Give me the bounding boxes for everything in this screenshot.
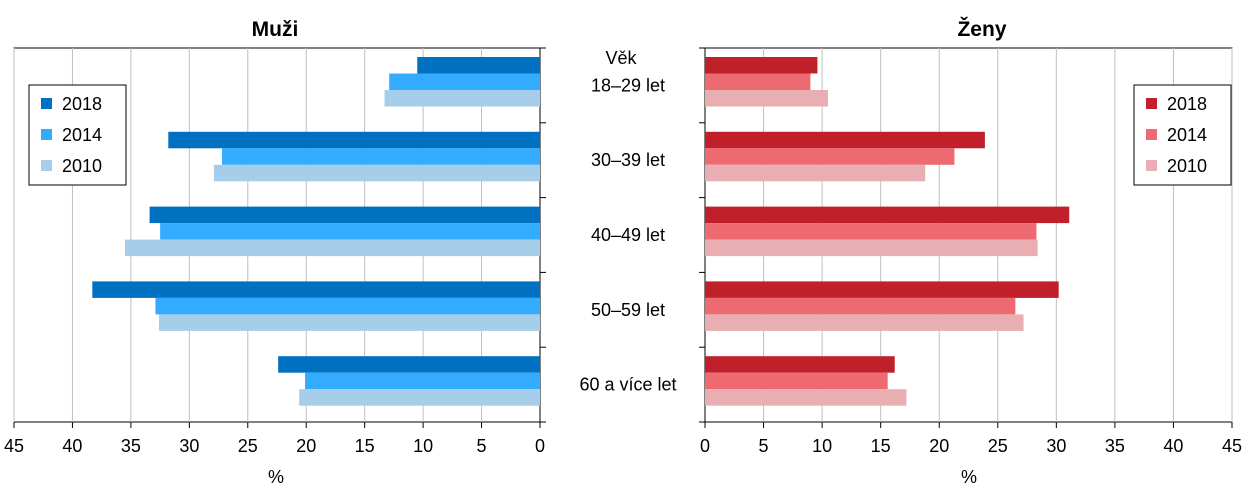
male-bar-2010: [125, 240, 540, 257]
female-bar-2014: [705, 74, 810, 91]
female-x-tick-label: 20: [929, 436, 949, 456]
female-legend: 2018 2014 2010: [1134, 85, 1231, 185]
female-bar-2010: [705, 389, 906, 406]
male-bar-2018: [278, 356, 540, 373]
female-bar-2010: [705, 240, 1038, 257]
female-legend-label-2010: 2010: [1167, 156, 1207, 176]
category-label: 60 a více let: [579, 375, 676, 395]
male-x-tick-label: 5: [477, 436, 487, 456]
male-bar-2010: [385, 90, 540, 107]
male-legend-label-2014: 2014: [62, 125, 102, 145]
male-legend-swatch-2014: [41, 129, 52, 140]
male-bar-2014: [155, 298, 540, 315]
female-bar-2010: [705, 314, 1024, 331]
male-legend-swatch-2010: [41, 160, 52, 171]
male-bar-2014: [389, 74, 540, 91]
female-x-axis-label: %: [961, 467, 977, 483]
male-legend-label-2018: 2018: [62, 94, 102, 114]
male-bar-2010: [299, 389, 540, 406]
female-x-tick-label: 15: [871, 436, 891, 456]
male-x-tick-label: 20: [296, 436, 316, 456]
female-bar-2014: [705, 148, 954, 165]
female-bar-2014: [705, 223, 1036, 240]
female-x-tick-label: 35: [1105, 436, 1125, 456]
male-bar-2010: [159, 314, 540, 331]
male-x-tick-label: 35: [121, 436, 141, 456]
male-bar-2018: [417, 57, 540, 74]
female-bar-2018: [705, 57, 817, 74]
female-x-tick-label: 40: [1163, 436, 1183, 456]
female-legend-swatch-2010: [1146, 160, 1157, 171]
male-x-axis-label: %: [268, 467, 284, 483]
female-bar-2018: [705, 207, 1069, 224]
male-bar-2010: [214, 165, 540, 182]
male-legend-swatch-2018: [41, 98, 52, 109]
male-chart-title: Muži: [252, 18, 299, 41]
category-label: 50–59 let: [591, 300, 665, 320]
male-x-tick-label: 40: [62, 436, 82, 456]
female-x-tick-label: 5: [759, 436, 769, 456]
female-bar-2014: [705, 298, 1015, 315]
male-legend: 2018 2014 2010: [29, 85, 126, 185]
category-label: 18–29 let: [591, 75, 665, 95]
female-bar-2018: [705, 356, 895, 373]
female-bar-2018: [705, 281, 1059, 298]
category-labels: 18–29 let 30–39 let 40–49 let 50–59 let 60 a…: [579, 75, 676, 394]
female-x-tick-label: 0: [700, 436, 710, 456]
male-x-tick-label: 30: [179, 436, 199, 456]
male-bar-2018: [150, 207, 540, 224]
category-label: 30–39 let: [591, 150, 665, 170]
female-legend-label-2018: 2018: [1167, 94, 1207, 114]
female-x-tick-label: 10: [812, 436, 832, 456]
male-x-tick-label: 15: [355, 436, 375, 456]
female-x-tick-label: 25: [988, 436, 1008, 456]
male-x-tick-label: 25: [238, 436, 258, 456]
male-x-tick-label: 0: [535, 436, 545, 456]
female-chart-title: Ženy: [957, 17, 1006, 41]
female-legend-swatch-2018: [1146, 98, 1157, 109]
female-bar-2018: [705, 132, 985, 149]
female-legend-swatch-2014: [1146, 129, 1157, 140]
female-bar-2010: [705, 165, 925, 182]
female-x-tick-label: 45: [1222, 436, 1242, 456]
male-bar-2018: [92, 281, 540, 298]
male-bar-2014: [305, 373, 540, 390]
category-header: Věk: [605, 48, 637, 68]
male-x-tick-label: 10: [413, 436, 433, 456]
male-bar-2014: [222, 148, 540, 165]
category-label: 40–49 let: [591, 225, 665, 245]
female-legend-label-2014: 2014: [1167, 125, 1207, 145]
female-x-tick-label: 30: [1046, 436, 1066, 456]
male-x-tick-label: 45: [4, 436, 24, 456]
male-bar-2018: [168, 132, 540, 149]
male-legend-label-2010: 2010: [62, 156, 102, 176]
female-bar-2010: [705, 90, 828, 107]
female-bar-2014: [705, 373, 888, 390]
male-bar-2014: [160, 223, 540, 240]
